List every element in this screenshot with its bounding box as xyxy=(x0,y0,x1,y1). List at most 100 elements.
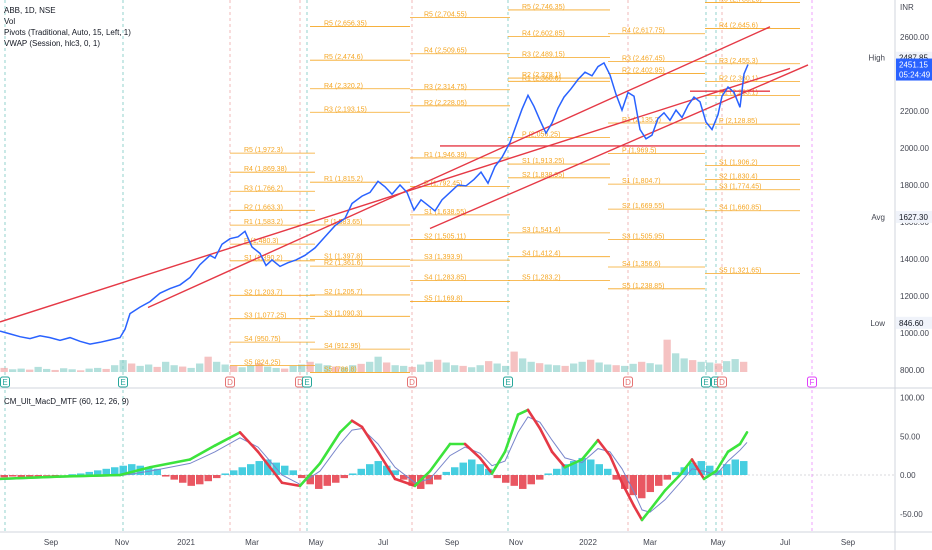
volume-bar-42 xyxy=(357,363,365,372)
volume-bar-18 xyxy=(153,366,161,372)
volume-bar-24 xyxy=(204,356,212,372)
pivot-label-1-2: R4 (2,320.2) xyxy=(324,83,363,90)
time-label-3: Mar xyxy=(245,538,259,547)
macd-hist-bar-38 xyxy=(323,475,331,486)
pivot-label-3-8: S3 (1,541.4) xyxy=(522,227,561,234)
price-tick-5: 1800.00 xyxy=(900,181,929,190)
macd-hist-bar-43 xyxy=(366,464,374,475)
pivot-label-1-5: R1 (1,815.2) xyxy=(324,176,363,183)
volume-bar-12 xyxy=(102,368,110,372)
macd-hist-bar-1 xyxy=(9,475,17,477)
volume-bar-53 xyxy=(451,365,459,372)
time-label-11: Jul xyxy=(780,538,790,547)
macd-hist-bar-5 xyxy=(43,475,51,476)
macd-line-segment-9 xyxy=(268,465,284,485)
pivot-label-2-10: S5 (1,169.8) xyxy=(424,296,463,303)
volume-bar-19 xyxy=(162,361,170,372)
volume-bar-68 xyxy=(578,361,586,372)
pivot-label-2-1: R4 (2,509.65) xyxy=(424,48,467,55)
price-tick-7: 2200.00 xyxy=(900,107,929,116)
avg-tag-value: 1627.30 xyxy=(899,213,928,222)
macd-hist-bar-56 xyxy=(476,464,484,475)
event-label-10: D xyxy=(719,378,725,387)
volume-bar-75 xyxy=(638,361,646,372)
event-marker-7 xyxy=(623,376,633,388)
pivot-label-3-7: S2 (1,838.95) xyxy=(522,172,564,179)
macd-hist-bar-87 xyxy=(740,461,748,475)
low-tag-box xyxy=(896,316,932,329)
volume-bar-8 xyxy=(68,369,76,372)
macd-line-segment-30 xyxy=(580,438,600,461)
macd-line-segment-3 xyxy=(118,465,152,477)
volume-bar-69 xyxy=(587,359,595,372)
volume-bar-2 xyxy=(17,368,25,372)
macd-hist-bar-30 xyxy=(255,461,263,475)
volume-bar-76 xyxy=(646,363,654,372)
macd-hist-bar-42 xyxy=(357,468,365,475)
macd-hist-bar-76 xyxy=(646,475,654,493)
macd-hist-bar-72 xyxy=(612,475,620,480)
volume-bar-44 xyxy=(374,356,382,372)
volume-bar-7 xyxy=(60,368,68,372)
macd-line-segment-8 xyxy=(256,450,272,469)
volume-bar-63 xyxy=(536,363,544,372)
macd-hist-bar-73 xyxy=(621,475,629,489)
avg-tag-box xyxy=(896,210,932,223)
macd-line-segment-2 xyxy=(58,473,122,478)
macd-line-segment-40 xyxy=(702,469,718,481)
volume-bar-61 xyxy=(519,358,527,372)
volume-bar-15 xyxy=(128,363,136,372)
volume-bar-48 xyxy=(408,366,416,372)
pivot-label-5-0: R5 (2,786.25) xyxy=(719,0,762,4)
pivots-legend: Pivots (Traditional, Auto, 15, Left, 1) xyxy=(4,28,131,37)
macd-hist-bar-35 xyxy=(298,475,306,479)
volume-bar-85 xyxy=(723,361,731,372)
volume-bar-21 xyxy=(179,366,187,372)
pivot-label-5-5: P (2,128.85) xyxy=(719,118,757,125)
event-marker-0 xyxy=(0,376,10,388)
macd-line-segment-19 xyxy=(428,442,452,473)
event-marker-5 xyxy=(407,376,417,388)
time-label-12: Sep xyxy=(841,538,856,547)
bar-countdown: 05:24:49 xyxy=(899,71,931,80)
volume-bar-17 xyxy=(145,364,153,372)
volume-bar-43 xyxy=(366,361,374,372)
volume-bar-5 xyxy=(43,368,51,372)
volume-bar-49 xyxy=(417,364,425,372)
volume-bar-84 xyxy=(714,363,722,372)
volume-bar-14 xyxy=(119,360,127,372)
volume-bar-73 xyxy=(621,365,629,372)
volume-bar-52 xyxy=(442,362,450,372)
pivot-label-0-4: R1 (1,583.2) xyxy=(244,219,283,226)
macd-hist-bar-46 xyxy=(391,470,399,475)
macd-hist-bar-52 xyxy=(442,471,450,475)
pivot-label-0-1: R4 (1,869.38) xyxy=(244,166,287,173)
event-marker-4 xyxy=(302,376,312,388)
volume-bar-78 xyxy=(663,339,671,372)
volume-bar-3 xyxy=(26,369,34,372)
volume-bar-86 xyxy=(731,359,739,372)
pivot-label-1-8: S2 (1,205.7) xyxy=(324,289,363,296)
macd-line-segment-21 xyxy=(463,442,482,460)
volume-bar-33 xyxy=(281,368,289,372)
macd-hist-bar-68 xyxy=(578,457,586,475)
macd-hist-bar-69 xyxy=(587,459,595,475)
event-label-9: E xyxy=(713,378,718,387)
macd-hist-bar-58 xyxy=(493,475,501,479)
macd-line-segment-6 xyxy=(213,431,242,447)
macd-hist-bar-70 xyxy=(595,464,603,475)
volume-bar-64 xyxy=(544,364,552,372)
volume-bar-13 xyxy=(111,365,119,372)
macd-line-segment-15 xyxy=(360,425,380,454)
volume-bar-25 xyxy=(213,361,221,372)
price-line xyxy=(0,61,749,345)
macd-hist-bar-75 xyxy=(638,475,646,499)
macd-hist-bar-67 xyxy=(570,461,578,475)
volume-bar-59 xyxy=(502,365,510,372)
macd-hist-bar-18 xyxy=(153,468,161,475)
volume-bar-28 xyxy=(238,367,246,372)
volume-bar-31 xyxy=(264,366,272,372)
macd-line-segment-41 xyxy=(714,450,730,473)
macd-line-segment-17 xyxy=(393,477,417,488)
